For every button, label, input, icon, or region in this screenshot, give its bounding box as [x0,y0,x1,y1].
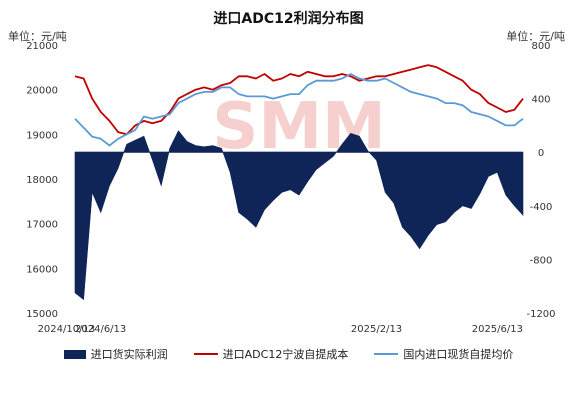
y-left-tick-label: 19000 [26,130,58,141]
series-line-price [74,73,524,147]
left-axis-unit: 单位：元/吨 [8,30,67,43]
series-area-profit [74,130,524,301]
right-axis-unit: 单位：元/吨 [506,30,565,43]
y-left-tick-label: 21000 [26,41,58,52]
legend-item-profit[interactable]: 进口货实际利润 [63,346,168,362]
y-right-tick-label: -800 [530,255,553,266]
series-line-cost [74,64,524,136]
y-left-tick-label: 18000 [26,175,58,186]
legend-label-profit: 进口货实际利润 [90,348,168,361]
legend-item-price[interactable]: 国内进口现货自提均价 [374,346,513,362]
y-right-tick-label: -1200 [526,309,555,320]
y-left-tick-label: 20000 [26,86,58,97]
y-right-tick-label: -400 [530,202,553,213]
legend-label-cost: 进口ADC12宁波自提成本 [222,348,349,361]
x-tick-label: 2025/6/13 [472,324,523,335]
legend: 进口货实际利润 进口ADC12宁波自提成本 国内进口现货自提均价 [0,346,577,362]
chart-title: 进口ADC12利润分布图 [213,11,364,27]
y-right-tick-label: 800 [531,41,550,52]
y-right-tick-label: 0 [538,148,544,159]
x-tick-label: 2025/2/13 [351,324,402,335]
profit-chart: SMM15000160001700018000190002000021000-1… [26,41,555,335]
legend-item-cost[interactable]: 进口ADC12宁波自提成本 [193,346,349,362]
y-left-tick-label: 16000 [26,264,58,275]
legend-swatch-cost [193,353,218,355]
x-tick-label: 2024/6/13 [75,324,126,335]
legend-swatch-price [374,353,399,355]
legend-label-price: 国内进口现货自提均价 [403,348,514,361]
x-tick-label: 2024/10/13 [38,324,96,335]
y-right-tick-label: 400 [531,95,550,106]
y-left-tick-label: 17000 [26,220,58,231]
legend-swatch-profit [63,349,86,359]
y-left-tick-label: 15000 [26,309,58,320]
